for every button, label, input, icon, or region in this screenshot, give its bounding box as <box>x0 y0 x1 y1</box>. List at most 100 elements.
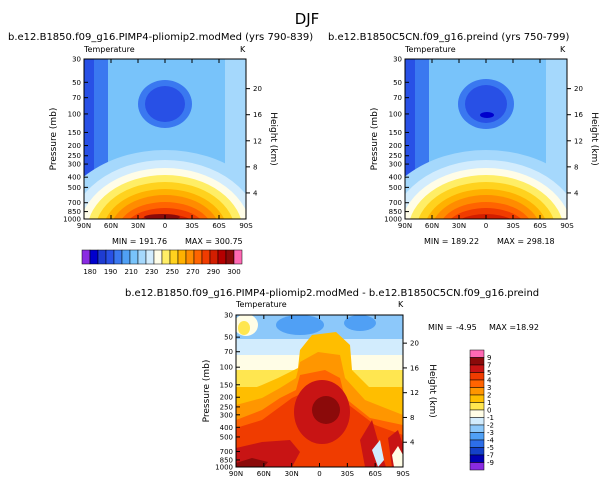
y-tick-label-right: 8 <box>410 414 414 422</box>
colorbar-swatch <box>185 249 195 265</box>
x-tick-label: 60S <box>533 222 547 230</box>
y-tick-label: 400 <box>68 174 81 182</box>
max-value: 18.92 <box>516 323 539 332</box>
y-tick-label: 100 <box>220 364 233 372</box>
min-label: MIN = 191.76 <box>112 237 167 246</box>
colorbar-swatch <box>169 249 179 265</box>
x-tick-label: 30N <box>131 222 145 230</box>
x-tick-label: 30N <box>285 470 299 478</box>
colorbar-label: 9 <box>487 354 491 362</box>
colorbar-swatch <box>217 249 227 265</box>
colorbar-swatch <box>233 249 243 265</box>
colorbar-swatch <box>469 357 485 366</box>
colorbar-swatch <box>469 349 485 358</box>
y-tick-label-right: 16 <box>253 111 262 119</box>
colorbar-swatch <box>469 432 485 441</box>
y-tick-label: 30 <box>393 56 402 64</box>
y-tick-label-right: 16 <box>410 364 419 372</box>
y-tick-label-right: 12 <box>253 137 262 145</box>
x-tick-label: 90N <box>229 470 243 478</box>
x-tick-label: 60S <box>368 470 382 478</box>
colorbar-top: 180 190 210 230 250 270 290 300 <box>81 249 243 276</box>
y-tick-label: 850 <box>68 208 81 216</box>
colorbar-label: 210 <box>124 268 137 276</box>
y-tick-label: 700 <box>389 199 402 207</box>
y-tick-label-right: 20 <box>253 85 262 93</box>
y-tick-label-right: 12 <box>410 389 419 397</box>
colorbar-swatch <box>97 249 107 265</box>
y-axis-label-right: Height (km) <box>427 364 437 418</box>
x-tick-label: 90N <box>398 222 412 230</box>
colorbar-label: 0 <box>487 407 491 415</box>
y-tick-label: 50 <box>72 79 81 87</box>
y-tick-label: 30 <box>224 312 233 320</box>
y-tick-label-right: 16 <box>574 111 583 119</box>
colorbar-swatch <box>153 249 163 265</box>
colorbar-swatch <box>469 462 485 471</box>
y-axis-label: Pressure (mb) <box>370 108 380 171</box>
y-tick-label: 400 <box>220 424 233 432</box>
y-axis-label: Pressure (mb) <box>202 360 212 423</box>
x-tick-label: 60N <box>257 470 271 478</box>
colorbar-swatch <box>161 249 171 265</box>
y-tick-label: 1000 <box>215 464 233 472</box>
panel-bottom: b.e12.B1850.f09_g16.PIMP4-pliomip2.modMe… <box>125 288 539 478</box>
y-tick-label: 150 <box>389 129 402 137</box>
y-tick-label: 100 <box>389 110 402 118</box>
colorbar-swatch <box>113 249 123 265</box>
x-tick-label: 90S <box>560 222 574 230</box>
x-tick-label: 90S <box>396 470 410 478</box>
colorbar-label: -1 <box>487 414 494 422</box>
max-label: MAX = 300.75 <box>185 237 243 246</box>
x-tick-label: 0 <box>484 222 488 230</box>
x-tick-label: 60N <box>104 222 118 230</box>
y-tick-label: 850 <box>220 456 233 464</box>
y-tick-label: 500 <box>389 184 402 192</box>
colorbar-label: -7 <box>487 452 494 460</box>
colorbar-label: 4 <box>487 377 492 385</box>
y-tick-label-right: 20 <box>574 85 583 93</box>
variable-label: Temperature <box>83 45 135 54</box>
x-tick-label: 30N <box>452 222 466 230</box>
y-tick-label: 700 <box>68 199 81 207</box>
variable-label: Temperature <box>235 300 287 309</box>
x-tick-label: 60S <box>212 222 226 230</box>
y-tick-label: 700 <box>220 448 233 456</box>
variable-label: Temperature <box>404 45 456 54</box>
colorbar-swatch <box>469 409 485 418</box>
y-tick-label-right: 4 <box>253 189 258 197</box>
units-label: K <box>398 300 404 309</box>
y-tick-label-right: 20 <box>410 340 419 348</box>
min-label: MIN = 189.22 <box>424 237 479 246</box>
y-tick-label: 150 <box>220 381 233 389</box>
heatmap-field <box>405 59 567 219</box>
y-tick-label-right: 4 <box>410 439 415 447</box>
y-tick-label: 1000 <box>63 216 81 224</box>
colorbar-label: -4 <box>487 437 495 445</box>
colorbar-swatch <box>81 249 91 265</box>
x-tick-label: 30S <box>185 222 199 230</box>
colorbar-label: 250 <box>166 268 179 276</box>
panel-title: b.e12.B1850C5CN.f09_g16.preind (yrs 750-… <box>328 32 570 43</box>
colorbar-label: 3 <box>487 384 491 392</box>
y-tick-label: 300 <box>68 161 81 169</box>
y-tick-label-right: 8 <box>574 163 578 171</box>
max-label: MAX = <box>489 323 516 332</box>
y-tick-label: 250 <box>68 152 81 160</box>
colorbar-label: 190 <box>104 268 117 276</box>
figure-title: DJF <box>295 10 320 28</box>
colorbar-label: 7 <box>487 362 491 370</box>
y-tick-label-right: 12 <box>574 137 583 145</box>
x-tick-label: 60N <box>425 222 439 230</box>
y-tick-label: 500 <box>68 184 81 192</box>
colorbar-label: 230 <box>145 268 158 276</box>
colorbar-label: -2 <box>487 422 494 430</box>
x-tick-label: 90N <box>77 222 91 230</box>
colorbar-swatch <box>469 424 485 433</box>
units-label: K <box>240 45 246 54</box>
colorbar-label: 5 <box>487 369 491 377</box>
y-tick-label: 300 <box>220 411 233 419</box>
colorbar-swatch <box>469 454 485 463</box>
